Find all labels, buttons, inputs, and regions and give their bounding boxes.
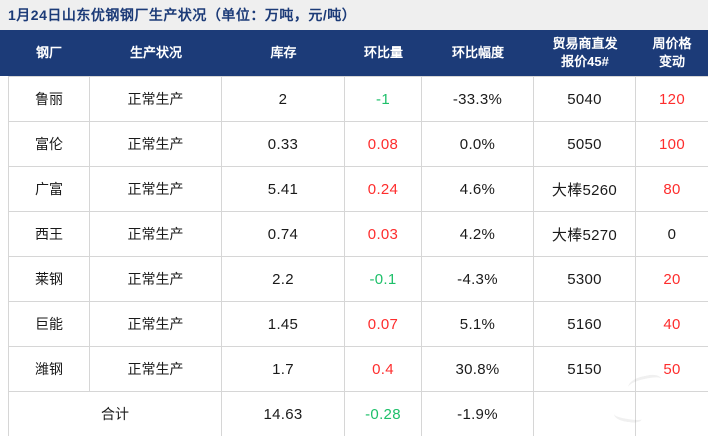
cell-inventory: 2 (222, 77, 345, 122)
cell-mom-rate: -4.3% (422, 257, 534, 302)
table-row: 巨能 正常生产 1.45 0.07 5.1% 5160 40 (9, 302, 708, 347)
cell-quote: 5300 (534, 257, 636, 302)
table-row: 鲁丽 正常生产 2 -1 -33.3% 5040 120 (9, 77, 708, 122)
table-total-row: 合计 14.63 -0.28 -1.9% (9, 392, 708, 436)
table-row: 莱钢 正常生产 2.2 -0.1 -4.3% 5300 20 (9, 257, 708, 302)
cell-mom-qty: 0.07 (345, 302, 422, 347)
cell-week-change: 50 (636, 347, 708, 392)
cell-status: 正常生产 (90, 212, 222, 257)
title-bar: 1月24日山东优钢钢厂生产状况（单位：万吨，元/吨） (0, 0, 708, 30)
column-header-inventory: 库存 (270, 45, 297, 61)
cell-mom-qty: 0.03 (345, 212, 422, 257)
table-row: 广富 正常生产 5.41 0.24 4.6% 大棒5260 80 (9, 167, 708, 212)
cell-factory: 潍钢 (9, 347, 90, 392)
cell-week-change: 120 (636, 77, 708, 122)
cell-factory: 广富 (9, 167, 90, 212)
cell-total-label: 合计 (9, 392, 222, 436)
cell-mom-rate: 0.0% (422, 122, 534, 167)
cell-factory: 西王 (9, 212, 90, 257)
cell-total-mom-qty: -0.28 (345, 392, 422, 436)
cell-quote: 大棒5270 (534, 212, 636, 257)
cell-status: 正常生产 (90, 302, 222, 347)
cell-status: 正常生产 (90, 347, 222, 392)
cell-status: 正常生产 (90, 77, 222, 122)
table-row: 西王 正常生产 0.74 0.03 4.2% 大棒5270 0 (9, 212, 708, 257)
cell-week-change: 20 (636, 257, 708, 302)
cell-week-change: 40 (636, 302, 708, 347)
cell-factory: 鲁丽 (9, 77, 90, 122)
cell-mom-qty: 0.4 (345, 347, 422, 392)
cell-week-change: 80 (636, 167, 708, 212)
cell-mom-qty: -1 (345, 77, 422, 122)
cell-mom-qty: 0.08 (345, 122, 422, 167)
cell-quote: 5040 (534, 77, 636, 122)
cell-week-change: 0 (636, 212, 708, 257)
cell-inventory: 2.2 (222, 257, 345, 302)
cell-week-change: 100 (636, 122, 708, 167)
cell-mom-rate: 4.2% (422, 212, 534, 257)
cell-status: 正常生产 (90, 122, 222, 167)
cell-mom-qty: 0.24 (345, 167, 422, 212)
cell-total-inventory: 14.63 (222, 392, 345, 436)
page-title: 1月24日山东优钢钢厂生产状况（单位：万吨，元/吨） (8, 7, 357, 23)
cell-factory: 富伦 (9, 122, 90, 167)
cell-quote: 5150 (534, 347, 636, 392)
cell-inventory: 5.41 (222, 167, 345, 212)
cell-mom-rate: -33.3% (422, 77, 534, 122)
cell-factory: 莱钢 (9, 257, 90, 302)
cell-mom-rate: 5.1% (422, 302, 534, 347)
column-header-mom-qty: 环比量 (363, 45, 403, 61)
cell-factory: 巨能 (9, 302, 90, 347)
cell-inventory: 0.33 (222, 122, 345, 167)
cell-quote: 5160 (534, 302, 636, 347)
cell-status: 正常生产 (90, 257, 222, 302)
table-body: 鲁丽 正常生产 2 -1 -33.3% 5040 120 富伦 正常生产 0.3… (8, 76, 708, 436)
cell-inventory: 1.7 (222, 347, 345, 392)
cell-quote: 大棒5260 (534, 167, 636, 212)
column-header-status: 生产状况 (129, 45, 182, 61)
cell-inventory: 0.74 (222, 212, 345, 257)
table-row: 富伦 正常生产 0.33 0.08 0.0% 5050 100 (9, 122, 708, 167)
cell-total-quote (534, 392, 636, 436)
cell-mom-qty: -0.1 (345, 257, 422, 302)
column-header-quote: 贸易商直发 报价45# (552, 36, 618, 69)
column-header-week-change: 周价格 变动 (652, 36, 692, 69)
cell-inventory: 1.45 (222, 302, 345, 347)
column-header-factory: 钢厂 (35, 45, 62, 61)
cell-total-week-change (636, 392, 708, 436)
cell-status: 正常生产 (90, 167, 222, 212)
cell-mom-rate: 4.6% (422, 167, 534, 212)
cell-quote: 5050 (534, 122, 636, 167)
column-header-mom-rate: 环比幅度 (451, 45, 504, 61)
table-header-row: 钢厂 生产状况 库存 环比量 环比幅度 贸易商直发 报价45# 周价格 变动 (0, 30, 708, 76)
cell-total-mom-rate: -1.9% (422, 392, 534, 436)
cell-mom-rate: 30.8% (422, 347, 534, 392)
table-row: 潍钢 正常生产 1.7 0.4 30.8% 5150 50 (9, 347, 708, 392)
